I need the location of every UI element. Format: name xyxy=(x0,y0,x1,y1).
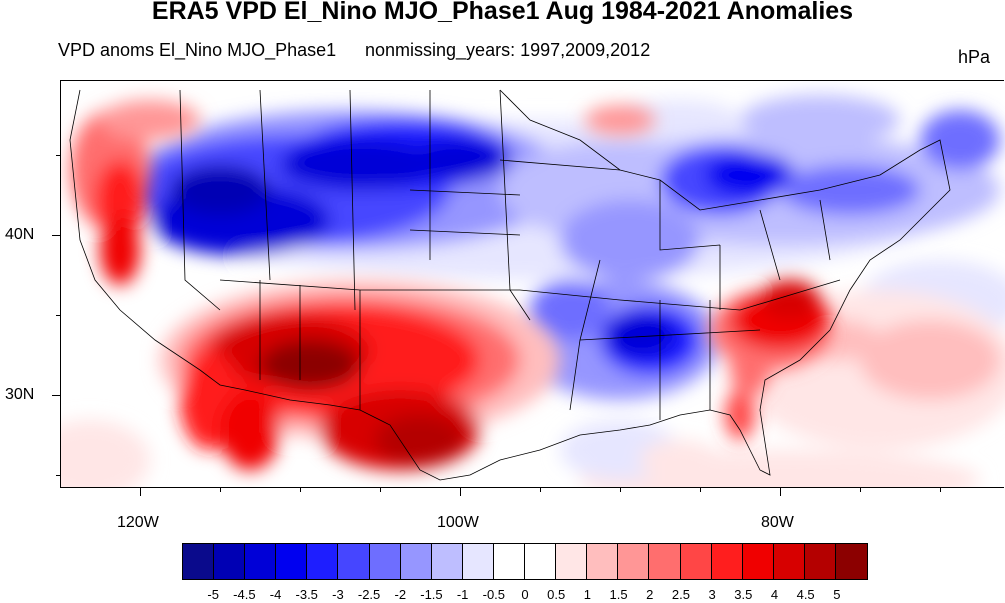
lon-tick xyxy=(380,488,381,492)
colorbar-label: -4 xyxy=(269,587,282,602)
lon-tick xyxy=(700,488,701,492)
colorbar-swatch xyxy=(556,544,588,579)
colorbar-label: -2 xyxy=(394,587,407,602)
lon-tick xyxy=(140,488,141,496)
colorbar-swatch xyxy=(493,544,526,579)
lon-tick xyxy=(940,488,941,492)
lon-tick xyxy=(780,488,781,496)
colorbar-swatch xyxy=(618,544,650,579)
colorbar-swatch xyxy=(835,544,868,579)
anomaly-field xyxy=(60,80,1005,488)
colorbar-label: -2.5 xyxy=(357,587,381,602)
lat-label-40n: 40N xyxy=(5,226,35,243)
colorbar-label: -0.5 xyxy=(482,587,506,602)
lon-label-120w: 120W xyxy=(117,514,159,531)
colorbar-swatch xyxy=(773,544,805,579)
colorbar-label: -1 xyxy=(456,587,469,602)
colorbar-swatch xyxy=(369,544,401,579)
center-subtitle: nonmissing_years: 1997,2009,2012 xyxy=(365,40,651,60)
colorbar-swatch xyxy=(680,544,712,579)
colorbar-swatch xyxy=(649,544,681,579)
colorbar-swatch xyxy=(742,544,774,579)
colorbar-label: 2 xyxy=(646,587,654,602)
lon-label-80w: 80W xyxy=(761,514,794,531)
colorbar-label: 1.5 xyxy=(609,587,628,602)
colorbar-label: 0.5 xyxy=(547,587,566,602)
lon-label-100w: 100W xyxy=(437,514,479,531)
lat-tick xyxy=(56,155,60,156)
colorbar-label: -5 xyxy=(207,587,219,602)
left-subtitle: VPD anoms El_Nino MJO_Phase1 xyxy=(58,40,337,60)
colorbar-swatch xyxy=(183,544,215,579)
colorbar-swatch xyxy=(462,544,494,579)
lat-tick xyxy=(56,475,60,476)
colorbar-label: 4 xyxy=(770,587,779,602)
colorbar-label: 2.5 xyxy=(671,587,690,602)
colorbar-label: -3 xyxy=(332,587,344,602)
lon-tick xyxy=(620,488,621,492)
anomaly-map xyxy=(60,80,1005,488)
colorbar-labels: -5 -4.5 -4 -3.5 -3 -2.5 -2 -1.5 -1 -0.5 0 0.5 1 1.5 2 2… xyxy=(182,587,868,603)
colorbar-swatch xyxy=(214,544,246,579)
lat-tick xyxy=(52,395,60,396)
lat-tick xyxy=(56,315,60,316)
colorbar-swatch xyxy=(338,544,370,579)
colorbar-label: 0 xyxy=(521,587,529,602)
colorbar-swatch xyxy=(400,544,432,579)
colorbar-label: -3.5 xyxy=(295,587,318,602)
lon-tick xyxy=(540,488,541,492)
colorbar-label: -1.5 xyxy=(420,587,443,602)
colorbar-swatch xyxy=(276,544,308,579)
lat-label-30n: 30N xyxy=(5,386,35,403)
lat-tick xyxy=(52,235,60,236)
boundary-lines xyxy=(69,89,951,481)
lon-tick xyxy=(300,488,301,492)
lon-tick xyxy=(460,488,461,496)
map-frame xyxy=(60,80,1004,488)
colorbar-label: 3.5 xyxy=(734,587,753,602)
colorbar-swatch xyxy=(525,544,557,579)
colorbar-swatch xyxy=(431,544,463,579)
colorbar-label: -4.5 xyxy=(233,587,256,602)
colorbar-swatch xyxy=(307,544,339,579)
colorbar-label: 4.5 xyxy=(796,587,815,602)
chart-title: ERA5 VPD El_Nino MJO_Phase1 Aug 1984-202… xyxy=(151,0,854,25)
colorbar-label: 1 xyxy=(583,587,591,602)
colorbar-swatch xyxy=(804,544,836,579)
colorbar-label: 3 xyxy=(708,587,716,602)
colorbar-swatch xyxy=(711,544,743,579)
lon-tick xyxy=(860,488,861,492)
colorbar-swatch xyxy=(587,544,619,579)
colorbar xyxy=(182,543,868,580)
units-label: hPa xyxy=(957,47,990,67)
colorbar-swatch xyxy=(245,544,277,579)
colorbar-label: 5 xyxy=(833,587,841,602)
lon-tick xyxy=(220,488,221,492)
